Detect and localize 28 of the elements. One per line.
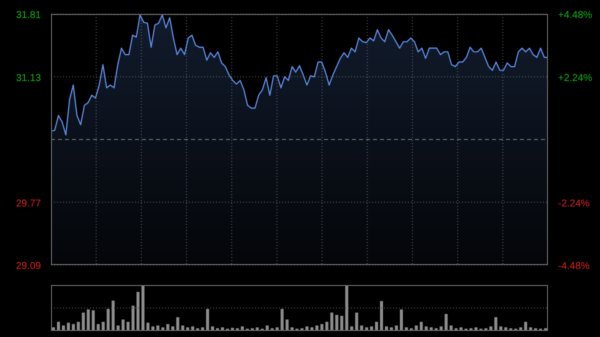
bar [400,309,403,331]
bar [286,320,289,331]
bar [280,308,284,331]
bar [66,322,70,331]
y-tick-label: 29.09 [16,261,42,272]
bar [146,322,150,331]
bar [132,306,135,331]
bar [206,308,210,331]
y-tick-label: 31.13 [16,72,42,84]
bar [380,301,384,331]
bar [86,309,90,331]
bar [82,312,85,331]
bar [106,308,110,331]
y2-tick-label: -2.24% [558,198,590,210]
y2-tick-label: -4.48% [558,261,590,272]
y2-tick-label: +2.24% [558,72,592,84]
bar [122,320,125,331]
y2-tick-label: +4.48% [558,10,592,21]
bar [330,312,334,331]
bar [112,300,115,331]
bar [335,314,338,331]
y-tick-label: 29.77 [16,198,42,210]
bar [136,292,140,331]
bar [355,312,358,331]
bar [494,317,498,331]
y-tick-label: 31.81 [16,10,42,21]
bar [444,314,448,331]
bar [141,285,144,331]
